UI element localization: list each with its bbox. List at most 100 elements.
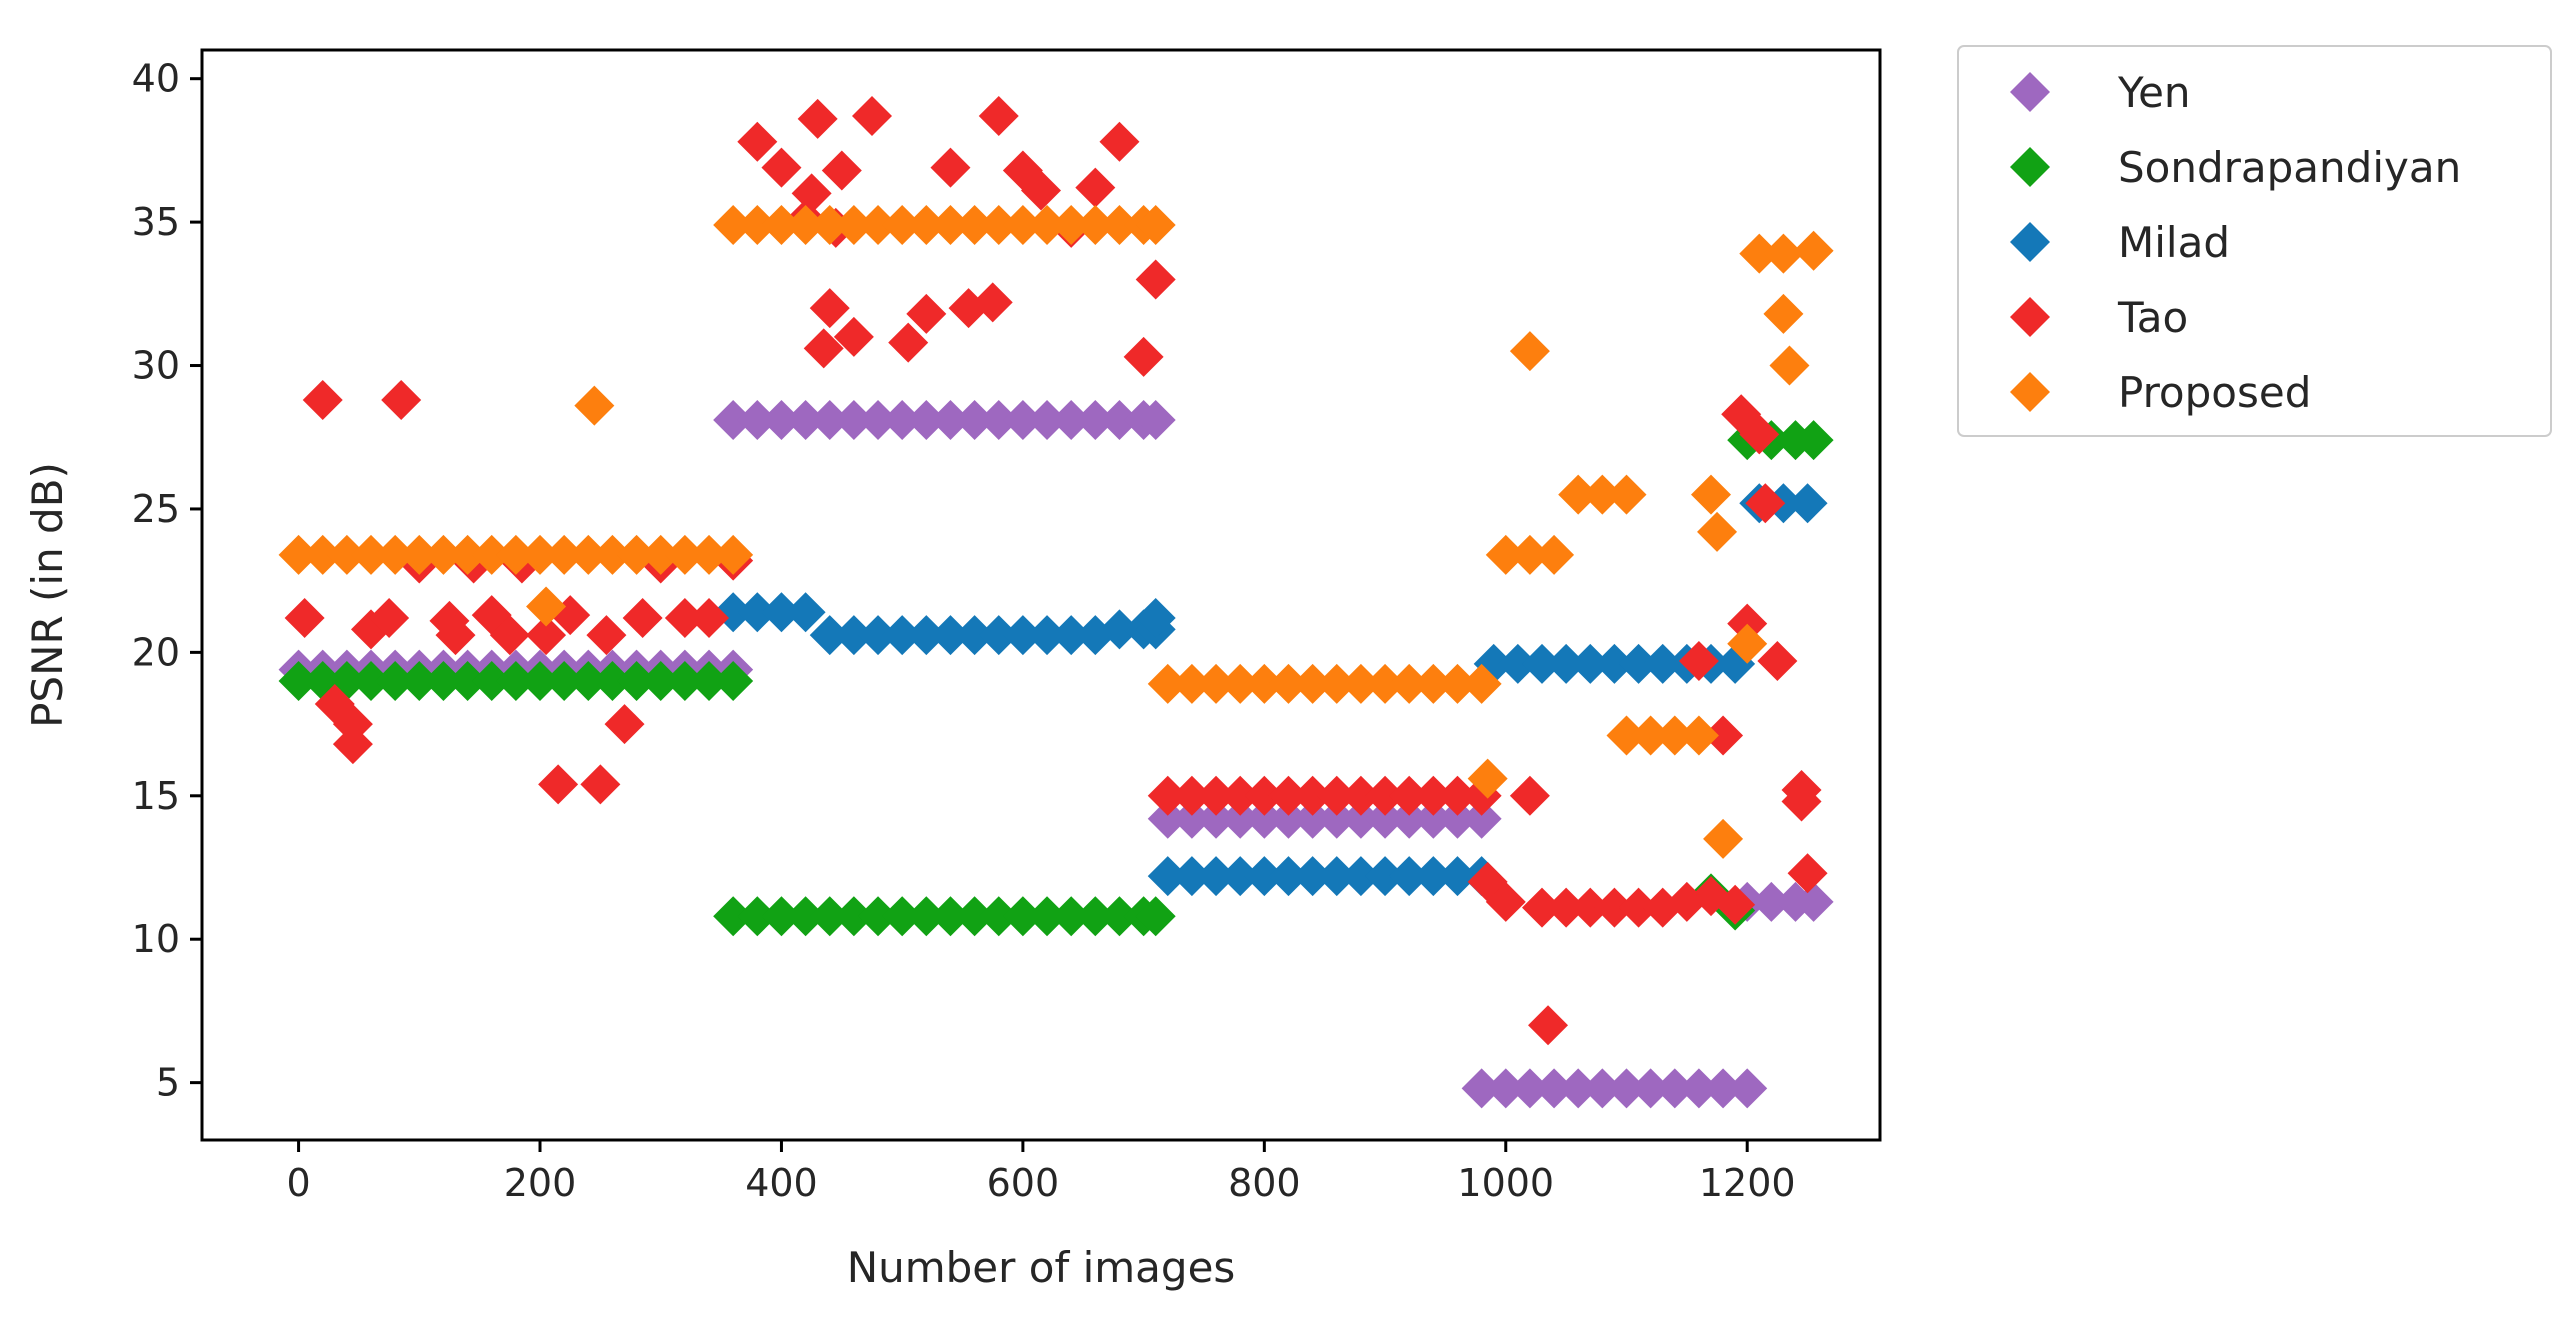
data-point <box>1697 511 1738 552</box>
data-point <box>586 615 627 656</box>
data-point <box>1220 798 1261 839</box>
data-point <box>568 661 609 702</box>
data-point <box>1196 798 1237 839</box>
data-point <box>1135 204 1176 245</box>
data-point <box>689 534 730 575</box>
data-point <box>785 400 826 441</box>
data-point <box>447 661 488 702</box>
data-point <box>1642 643 1683 684</box>
data-point <box>737 592 778 633</box>
legend-item: Milad <box>2010 218 2230 267</box>
data-point <box>1727 623 1768 664</box>
data-point <box>1751 881 1792 922</box>
data-point <box>1196 775 1237 816</box>
y-tick-label: 10 <box>132 917 180 961</box>
data-point <box>1220 775 1261 816</box>
data-point <box>1147 775 1188 816</box>
data-point <box>1147 798 1188 839</box>
data-point <box>1497 643 1538 684</box>
data-point <box>1316 775 1357 816</box>
data-point <box>1582 1068 1623 1109</box>
legend-label: Yen <box>2117 68 2191 117</box>
data-point <box>1787 853 1828 894</box>
data-point <box>761 147 802 188</box>
data-point <box>906 400 947 441</box>
data-point <box>1171 798 1212 839</box>
data-point <box>1147 663 1188 704</box>
data-point <box>604 704 645 745</box>
data-point <box>689 597 730 638</box>
data-point <box>785 896 826 937</box>
data-point <box>1099 609 1140 650</box>
data-point <box>1413 856 1454 897</box>
data-point <box>1618 887 1659 928</box>
data-point <box>1135 597 1176 638</box>
data-point <box>713 534 754 575</box>
data-point <box>882 615 923 656</box>
data-point <box>1196 663 1237 704</box>
data-point <box>1171 663 1212 704</box>
data-point <box>1461 798 1502 839</box>
data-point <box>351 661 392 702</box>
data-point <box>1606 1068 1647 1109</box>
data-point <box>1268 798 1309 839</box>
data-point <box>1509 775 1550 816</box>
data-point <box>882 204 923 245</box>
data-point <box>1606 474 1647 515</box>
data-point <box>1027 615 1068 656</box>
legend: Yen Sondrapandiyan Milad Tao Proposed <box>1957 45 2552 437</box>
data-point <box>761 592 802 633</box>
data-point <box>538 764 579 805</box>
data-point <box>1002 204 1043 245</box>
data-point <box>1027 204 1068 245</box>
y-tick-label: 25 <box>132 487 180 531</box>
legend-label: Sondrapandiyan <box>2118 143 2461 192</box>
y-tick-label: 35 <box>132 200 180 244</box>
legend-marker <box>2010 372 2050 412</box>
data-point <box>882 896 923 937</box>
data-point <box>471 661 512 702</box>
data-points-layer <box>278 95 1834 1109</box>
data-point <box>1292 663 1333 704</box>
data-point <box>930 400 971 441</box>
data-point <box>978 896 1019 937</box>
data-point <box>1570 643 1611 684</box>
data-point <box>1703 1068 1744 1109</box>
data-point <box>1509 331 1550 372</box>
data-point <box>1268 856 1309 897</box>
data-point <box>1594 643 1635 684</box>
data-point <box>1534 1068 1575 1109</box>
data-point <box>495 661 536 702</box>
data-point <box>1413 798 1454 839</box>
data-point <box>1365 663 1406 704</box>
data-point <box>1413 663 1454 704</box>
data-point <box>471 534 512 575</box>
data-point <box>284 597 325 638</box>
data-point <box>1196 856 1237 897</box>
data-point <box>1365 856 1406 897</box>
x-tick-label: 1000 <box>1457 1161 1554 1205</box>
data-point <box>1244 856 1285 897</box>
data-point <box>888 322 929 363</box>
data-point <box>1521 643 1562 684</box>
data-point <box>1171 775 1212 816</box>
data-point <box>1340 775 1381 816</box>
data-point <box>1316 798 1357 839</box>
data-point <box>1027 896 1068 937</box>
y-tick-label: 15 <box>132 774 180 818</box>
data-point <box>332 724 373 765</box>
data-point <box>1021 170 1061 211</box>
data-point <box>526 586 567 627</box>
x-tick-label: 0 <box>286 1161 310 1205</box>
data-point <box>858 204 899 245</box>
data-point <box>1389 663 1430 704</box>
data-point <box>954 400 995 441</box>
data-point <box>785 592 826 633</box>
data-point <box>1340 856 1381 897</box>
data-point <box>833 896 874 937</box>
data-point <box>1220 856 1261 897</box>
data-point <box>447 534 488 575</box>
data-point <box>1690 474 1731 515</box>
y-tick-label: 30 <box>132 344 180 388</box>
data-point <box>1051 896 1092 937</box>
